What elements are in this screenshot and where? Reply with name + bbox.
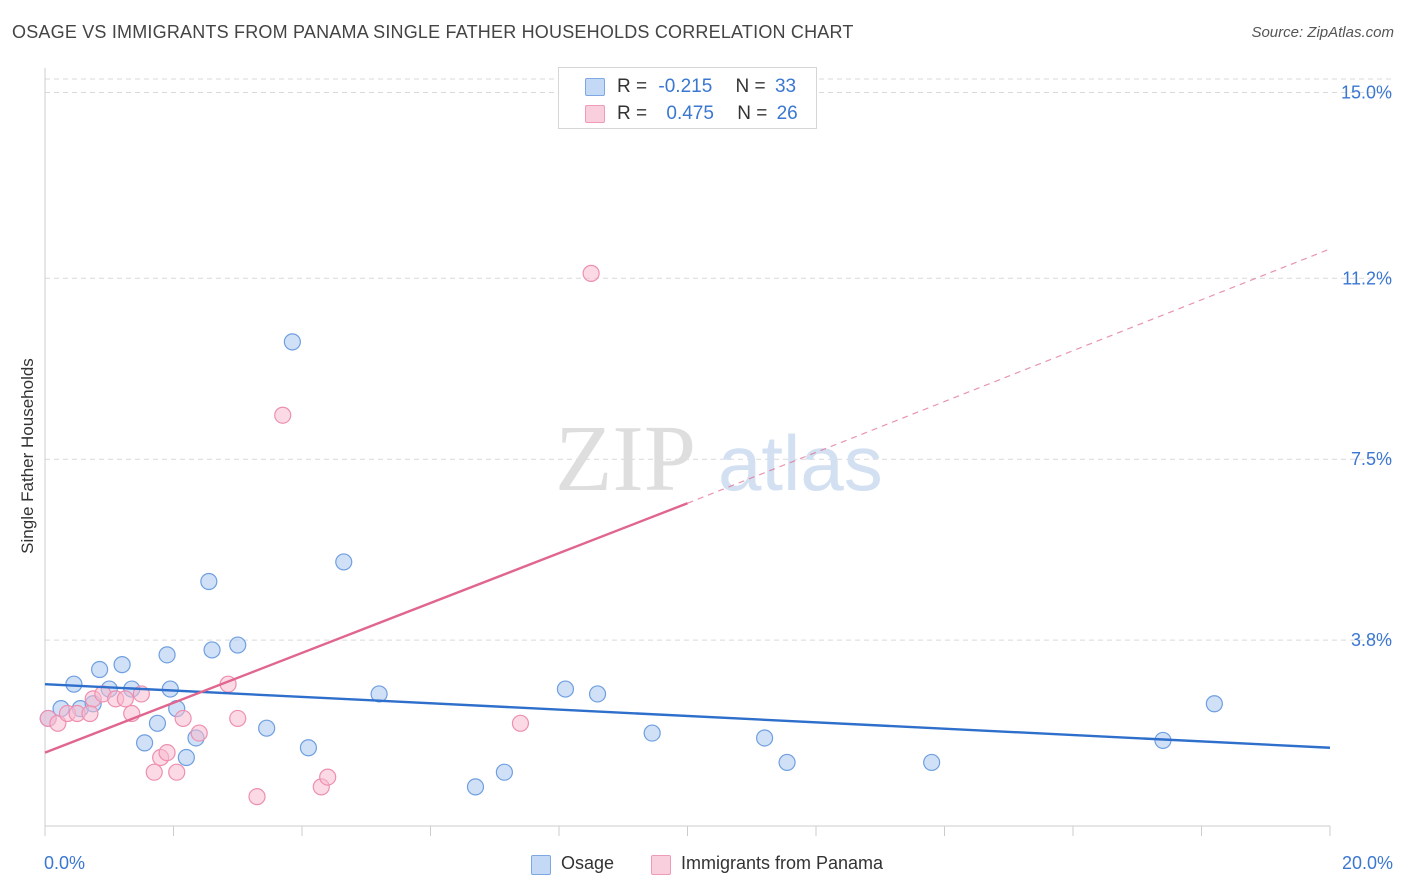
y-tick-label-3: 15.0%: [1341, 82, 1392, 102]
y-tick-label-0: 3.8%: [1351, 630, 1392, 650]
osage-point-5: [91, 660, 109, 679]
watermark: ZIP atlas: [555, 407, 883, 511]
osage-point-10: [148, 714, 167, 732]
panama-r-value: 0.475: [666, 103, 714, 124]
bottom-osage-label: Osage: [561, 853, 615, 873]
chart-title: OSAGE VS IMMIGRANTS FROM PANAMA SINGLE F…: [12, 22, 854, 42]
panama-point-23: [511, 714, 530, 732]
osage-point-16: [203, 641, 221, 659]
osage-point-27: [588, 685, 607, 703]
osage-r-label: R =: [617, 76, 648, 97]
osage-swatch: [585, 78, 605, 96]
osage-point-28: [643, 724, 661, 742]
axes: [44, 68, 1330, 827]
osage-point-19: [258, 719, 276, 737]
osage-point-9: [135, 734, 154, 752]
series-panama: [39, 264, 600, 806]
panama-point-22: [319, 768, 337, 786]
panama-r-label: R =: [617, 103, 648, 124]
panama-point-18: [229, 709, 247, 728]
y-tick-label-1: 7.5%: [1351, 449, 1392, 469]
tick-labels: 3.8% 7.5% 11.2% 15.0% 0.0% 20.0%: [44, 82, 1393, 873]
osage-point-30: [778, 753, 796, 772]
trend-lines: [44, 248, 1331, 754]
y-tick-label-2: 11.2%: [1342, 268, 1392, 288]
osage-point-18: [229, 636, 247, 654]
panama-point-20: [274, 406, 292, 424]
series-osage: [39, 333, 1223, 796]
osage-point-26: [556, 680, 575, 698]
panama-point-24: [582, 264, 600, 282]
panama-point-15: [174, 709, 192, 728]
x-tick-label-max: 20.0%: [1342, 853, 1393, 873]
osage-r-value: -0.215: [658, 76, 713, 97]
panama-n-label: N =: [737, 103, 768, 124]
osage-point-29: [755, 729, 774, 747]
panama-point-8: [116, 690, 134, 708]
osage-point-31: [923, 753, 941, 772]
osage-point-20: [283, 333, 301, 351]
osage-point-17: [200, 572, 218, 591]
stats-legend: R = -0.215 N = 33 R = 0.475 N = 26: [558, 67, 817, 129]
panama-n-value: 26: [776, 103, 798, 124]
osage-point-25: [495, 763, 513, 781]
panama-point-13: [158, 744, 176, 762]
panama-point-16: [190, 724, 208, 742]
osage-n-label: N =: [735, 76, 766, 97]
osage-trend-line: [44, 682, 1331, 749]
osage-point-7: [113, 656, 131, 674]
bottom-panama-swatch: [651, 855, 671, 875]
panama-point-14: [168, 763, 186, 781]
panama-point-11: [145, 763, 163, 781]
panama-point-19: [248, 788, 266, 806]
panama-trend-extension: [687, 248, 1331, 504]
panama-point-4: [81, 704, 99, 723]
osage-point-33: [1205, 695, 1223, 713]
bottom-panama-label: Immigrants from Panama: [681, 853, 884, 873]
osage-n-value: 33: [774, 76, 797, 97]
osage-point-22: [335, 553, 353, 571]
osage-point-14: [177, 748, 195, 767]
watermark-atlas: atlas: [718, 419, 883, 507]
watermark-zip: ZIP: [555, 407, 696, 511]
source-label: Source: ZipAtlas.com: [1251, 24, 1394, 41]
panama-swatch: [585, 105, 605, 123]
osage-point-23: [370, 685, 388, 703]
osage-point-11: [158, 646, 176, 664]
x-tick-label-min: 0.0%: [44, 853, 85, 873]
gridlines: [44, 78, 1392, 836]
bottom-osage-swatch: [531, 855, 551, 875]
osage-point-24: [466, 778, 485, 796]
osage-point-21: [299, 739, 318, 757]
panama-trend-line: [44, 502, 688, 754]
